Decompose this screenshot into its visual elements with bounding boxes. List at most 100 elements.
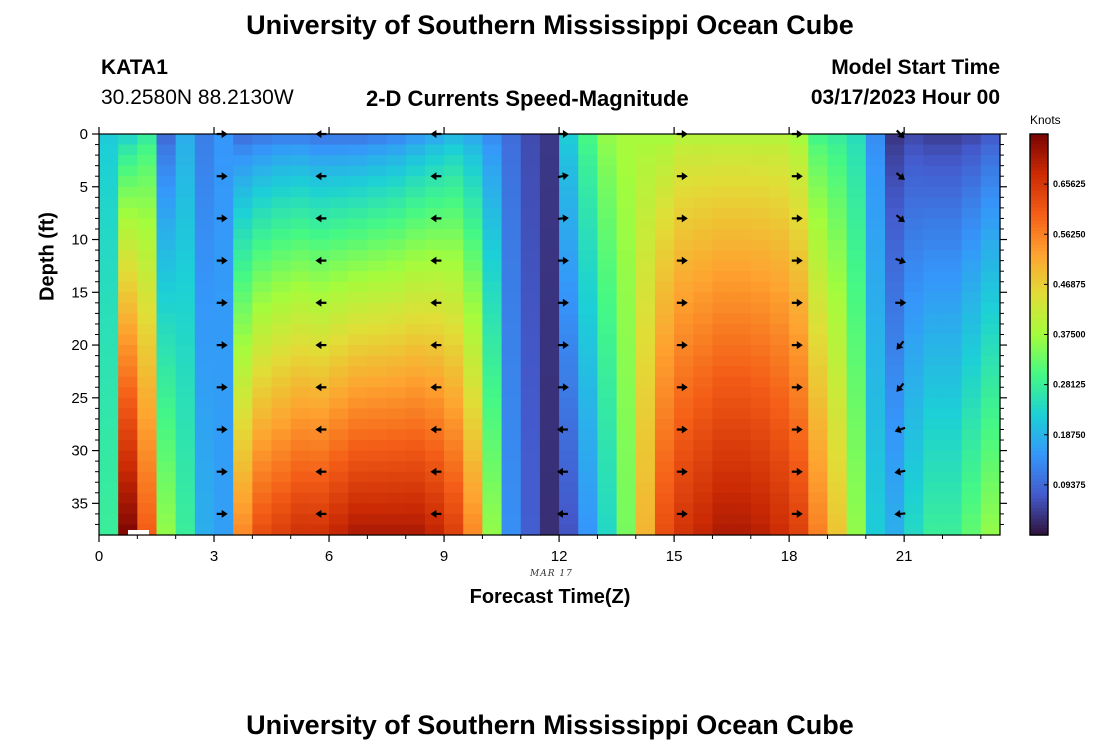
heatmap-cell [118,281,138,293]
heatmap-cell [597,345,618,357]
heatmap-cell [731,471,752,483]
colorbar-segment [1030,304,1048,309]
heatmap-cell [194,387,215,399]
heatmap-cell [99,376,119,388]
heatmap-cell [827,503,848,515]
heatmap-cell [789,176,809,188]
heatmap-cell [559,418,579,431]
heatmap-cell [463,144,483,156]
heatmap-cell [731,155,752,167]
heatmap-cell [463,302,483,314]
heatmap-cell [789,228,809,241]
heatmap-cell [405,450,426,462]
heatmap-cell [501,366,522,378]
heatmap-cell [923,250,944,262]
heatmap-cell [501,271,522,283]
heatmap-cell [405,197,426,209]
heatmap-cell [674,313,694,325]
heatmap-cell [884,461,905,473]
heatmap-cell [520,492,541,504]
heatmap-cell [865,155,886,167]
heatmap-cell [769,134,790,146]
heatmap-cell [367,429,388,441]
heatmap-cell [559,239,579,251]
heatmap-cell [980,345,1001,357]
heatmap-cell [693,471,714,483]
heatmap-cell [693,524,714,536]
heatmap-cell [137,471,158,483]
heatmap-cell [789,281,809,293]
heatmap-cell [884,440,905,452]
colorbar-tick-label: 0.56250 [1053,229,1086,239]
heatmap-cell [290,482,311,494]
colorbar-segment [1030,271,1048,275]
heatmap-cell [309,323,330,336]
heatmap-cell [693,440,714,452]
heatmap-cell [712,260,733,272]
heatmap-cell [252,429,273,441]
colorbar-title: Knots [1030,113,1061,127]
heatmap-cell [386,482,407,494]
heatmap-cell [789,513,809,526]
colorbar-segment [1030,434,1048,439]
heatmap-cell [405,271,426,283]
heatmap-cell [309,239,330,251]
heatmap-cell [156,397,177,409]
heatmap-cell [980,281,1001,293]
heatmap-cell [597,176,618,188]
current-arrow [315,425,327,434]
heatmap-cell [367,440,388,452]
heatmap-cell [99,197,119,209]
heatmap-cell [942,376,963,388]
heatmap-cell [654,271,675,283]
heatmap-cell [118,418,138,431]
heatmap-cell [942,503,963,515]
heatmap-cell [520,292,541,304]
heatmap-cell [271,450,292,462]
heatmap-cell [808,313,829,325]
heatmap-cell [520,165,541,177]
heatmap-cell [520,176,541,188]
heatmap-cell [329,207,349,220]
heatmap-cell [367,271,388,283]
current-arrow [676,214,688,223]
heatmap-cell [904,197,924,209]
heatmap-cell [175,397,196,409]
colorbar-segment [1030,170,1048,175]
heatmap-cell [846,397,867,409]
heatmap-cell [233,155,253,167]
heatmap-cell [271,260,292,272]
heatmap-cell [942,450,963,462]
heatmap-cell [348,239,368,251]
heatmap-cell [597,418,618,431]
heatmap-cell [942,271,963,283]
current-arrow [216,341,228,350]
heatmap-cell [789,134,809,146]
heatmap-cell [865,461,886,473]
heatmap-cell [539,228,560,241]
heatmap-cell [904,239,924,251]
heatmap-cell [654,387,675,399]
heatmap-cell [137,429,158,441]
heatmap-cell [444,260,464,272]
heatmap-cell [233,418,253,431]
heatmap-cell [252,144,273,156]
colorbar-segment [1030,194,1048,199]
heatmap-cell [348,302,368,314]
heatmap-cell [884,197,905,209]
heatmap-cell [846,165,867,177]
heatmap-cell [367,260,388,272]
heatmap-cell [635,281,656,293]
heatmap-cell [271,482,292,494]
heatmap-cell [482,302,503,314]
heatmap-cell [405,228,426,241]
heatmap-cell [175,482,196,494]
heatmap-cell [808,228,829,241]
colorbar-segment [1030,334,1048,339]
heatmap-cell [980,313,1001,325]
heatmap-cell [923,345,944,357]
page-title: University of Southern Mississippi Ocean… [246,10,854,40]
heatmap-cell [405,218,426,230]
heatmap-cell [635,355,656,367]
heatmap-cell [424,165,445,177]
